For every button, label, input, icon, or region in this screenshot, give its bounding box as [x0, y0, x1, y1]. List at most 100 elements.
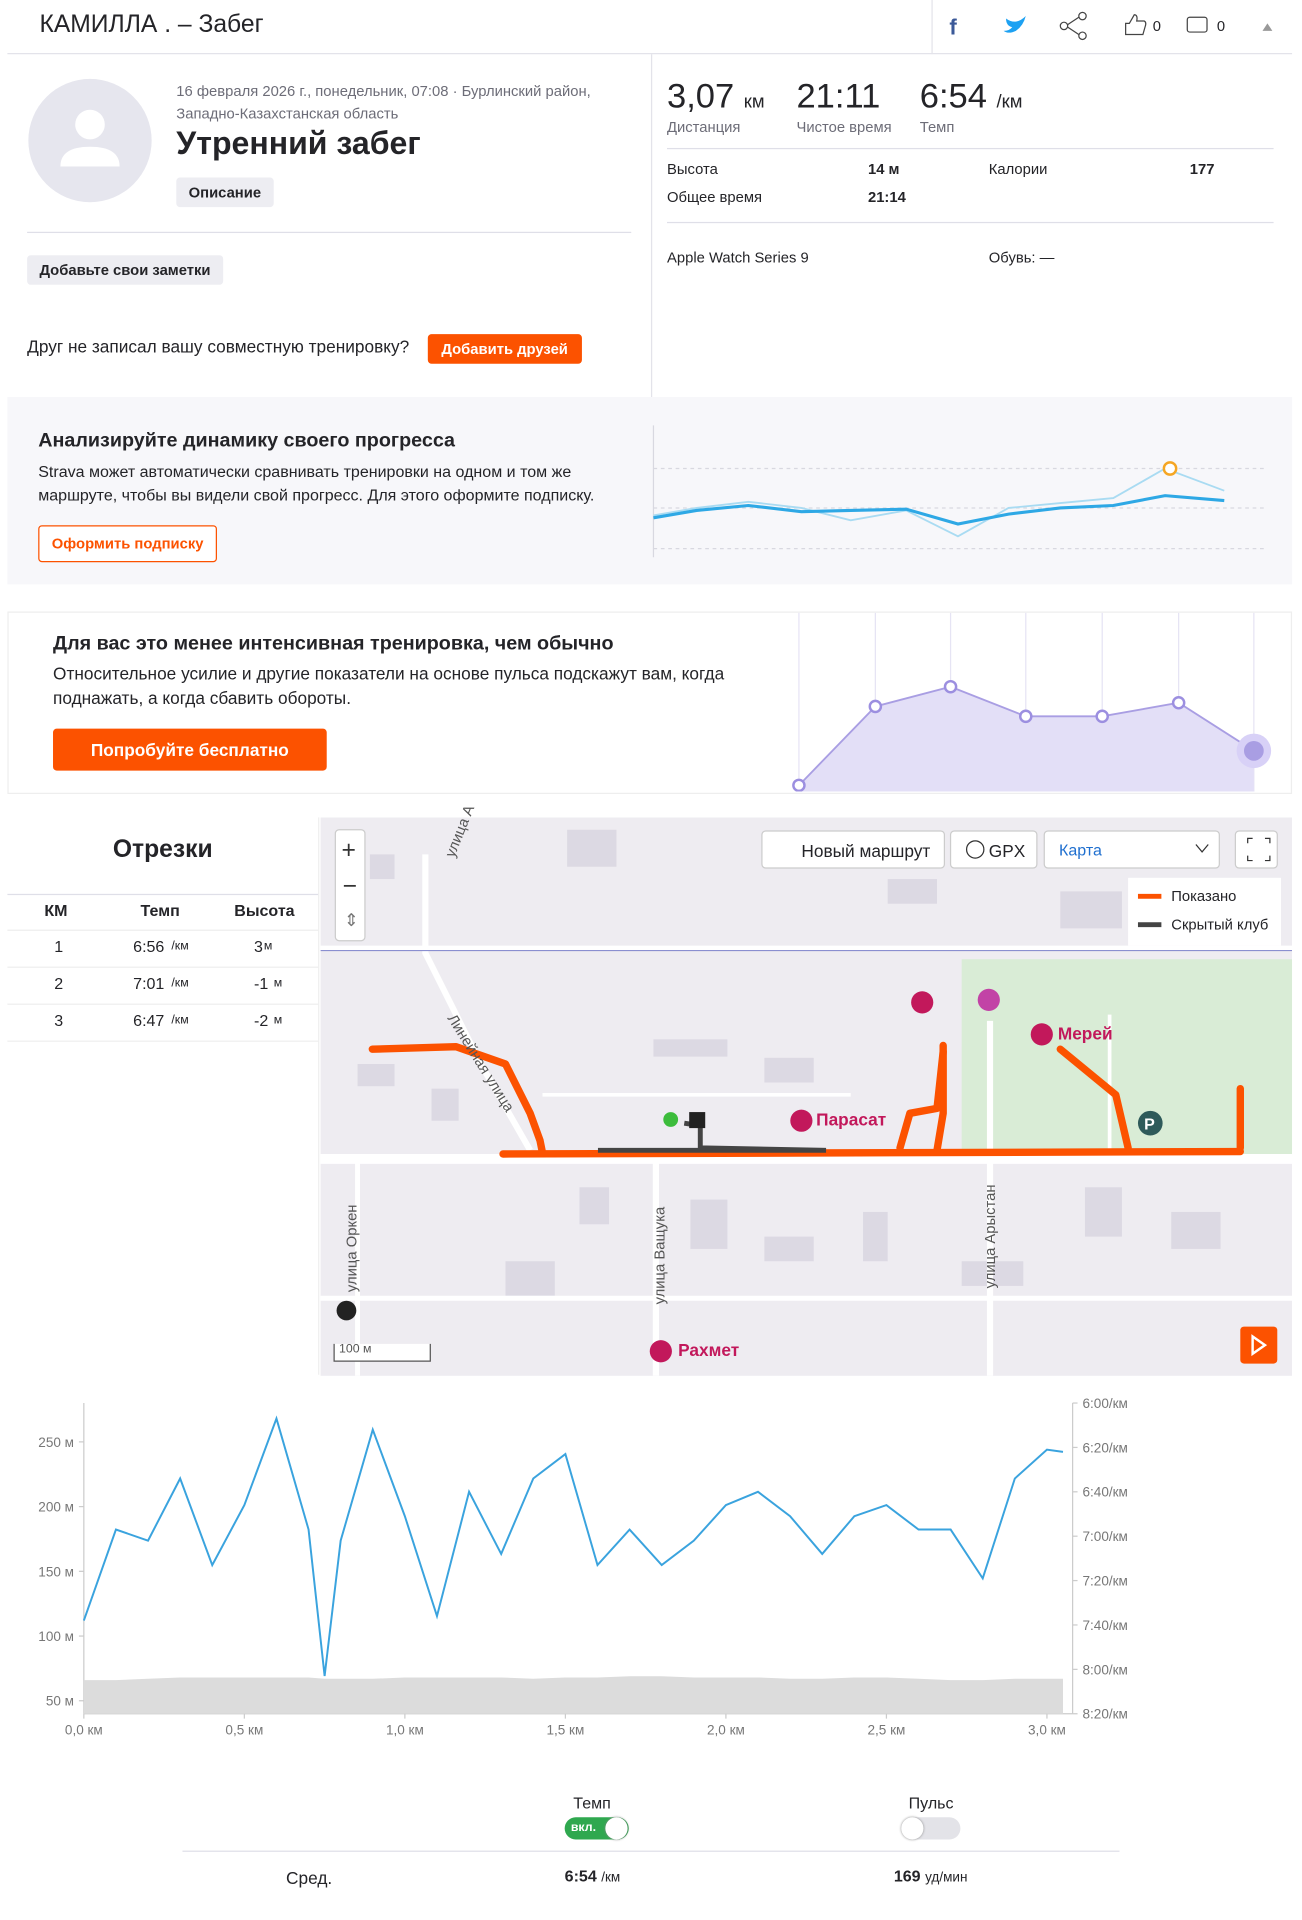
detail-label: Калории [988, 160, 1048, 178]
divider [7, 966, 319, 968]
legend-entry: Показано [1171, 887, 1237, 905]
promo-title: Анализируйте динамику своего прогресса [38, 430, 456, 452]
detail-value: 14 м [867, 160, 900, 178]
subscribe-button[interactable]: Оформить подписку [38, 525, 218, 563]
promo-effort [7, 611, 1293, 794]
y-tick-label: 250 м [38, 1435, 74, 1450]
map-type-select[interactable] [1043, 830, 1220, 869]
share-icon[interactable] [1059, 11, 1087, 41]
pace-value: 6:54 /км [920, 76, 1023, 115]
y2-tick-label: 6:40/км [1082, 1485, 1127, 1500]
twitter-icon[interactable] [1003, 16, 1026, 33]
new-route-button[interactable] [761, 830, 946, 869]
activity-name: Утренний забег [176, 124, 421, 162]
value: 6:54 [919, 76, 987, 115]
effort-illustration [792, 612, 1272, 792]
stat-label: Темп [919, 118, 955, 136]
street-label: улица Оркен [342, 1204, 361, 1293]
comment-count: 0 [1216, 17, 1226, 35]
street-label: улица Ващука [650, 1206, 669, 1305]
select-label: Карта [1059, 840, 1102, 860]
y-tick-label: 100 м [38, 1629, 74, 1644]
x-tick-label: 2,0 км [707, 1723, 745, 1738]
promo-progress [7, 396, 1293, 585]
svg-text:+: + [342, 837, 356, 864]
pace-chart: 50 м 100 м 150 м 200 м 250 м 6:00/км 6:20/км 6:… [38, 1396, 1128, 1738]
toggle-label: Пульс [908, 1793, 954, 1813]
distance-value: 3,07 км [667, 76, 765, 115]
flyby-button[interactable] [1240, 1326, 1278, 1364]
svg-text:−: − [343, 873, 357, 900]
progress-illustration [652, 425, 1264, 558]
promo-text: Относительное усилие и другие показатели… [53, 663, 725, 708]
unit: км [743, 91, 765, 113]
finish-marker [689, 1112, 706, 1129]
split-elev: -1 [253, 973, 269, 993]
like-icon[interactable] [1125, 14, 1147, 36]
fullscreen-button[interactable] [1234, 830, 1278, 869]
promo-title: Для вас это менее интенсивная тренировка… [53, 633, 614, 655]
split-km: 3 [54, 1010, 64, 1030]
promo-text: Strava может автоматически сравнивать тр… [38, 462, 595, 505]
split-elev-unit: м [273, 1013, 283, 1028]
y2-tick-label: 7:40/км [1082, 1618, 1127, 1633]
value: 3,07 [666, 76, 735, 115]
divider [7, 929, 319, 931]
y2-tick-label: 7:20/км [1082, 1574, 1127, 1589]
y2-tick-label: 6:20/км [1082, 1440, 1127, 1455]
y-tick-label: 200 м [38, 1500, 74, 1515]
x-tick-label: 0,5 км [225, 1723, 263, 1738]
friends-prompt: Друг не записал вашу совместную трениров… [27, 336, 410, 357]
gpx-button[interactable] [949, 830, 1038, 869]
y2-tick-label: 8:00/км [1082, 1662, 1127, 1677]
button-label: GPX [988, 840, 1026, 861]
unit: /км [996, 91, 1023, 113]
toggle-knob [901, 1817, 924, 1840]
split-pace: 7:01 [133, 973, 165, 993]
split-pace-unit: /км [171, 976, 189, 991]
value: 6:54 [564, 1866, 597, 1886]
split-pace-unit: /км [171, 939, 189, 954]
y2-tick-label: 7:00/км [1082, 1529, 1127, 1544]
place-label: Рахмет [678, 1340, 740, 1360]
stat-label: Дистанция [666, 118, 741, 136]
x-tick-label: 1,5 км [546, 1723, 584, 1738]
route-shown [368, 1041, 1244, 1158]
divider [650, 54, 653, 397]
y-tick-label: 150 м [38, 1564, 74, 1579]
toggle-knob [605, 1817, 628, 1840]
description-button[interactable]: Описание [176, 177, 274, 208]
map-legend [1128, 877, 1281, 946]
kudos-count: 0 [1152, 17, 1162, 35]
map[interactable]: P + − ⇕ [320, 817, 1293, 1376]
split-pace: 6:56 [133, 937, 165, 956]
add-friends-button[interactable]: Добавить друзей [427, 334, 582, 364]
split-km: 2 [54, 973, 64, 993]
try-free-button[interactable]: Попробуйте бесплатно [53, 728, 327, 771]
split-elev-unit: м [263, 939, 273, 954]
toggle-state: вкл. [570, 1820, 596, 1835]
split-km: 1 [54, 937, 64, 956]
y2-tick-label: 8:20/км [1082, 1707, 1127, 1722]
detail-value: 177 [1189, 160, 1215, 178]
elevation-area [83, 1676, 1063, 1714]
column-header: Темп [140, 901, 180, 920]
split-pace-unit: /км [171, 1013, 189, 1028]
notes-button[interactable]: Добавьте свои заметки [27, 255, 223, 285]
facebook-icon[interactable]: f [949, 15, 957, 40]
detail-label: Общее время [666, 188, 763, 206]
legend-entry: Скрытый клуб [1171, 916, 1269, 934]
collapse-icon[interactable] [1262, 23, 1273, 31]
comment-icon[interactable] [1186, 16, 1208, 33]
place-label: Парасат [816, 1109, 887, 1130]
y-tick-label: 50 м [46, 1694, 74, 1709]
splits-panel [7, 817, 320, 1375]
pace-line [82, 1415, 1064, 1677]
split-pace: 6:47 [133, 1010, 165, 1030]
svg-text:P: P [1144, 1115, 1155, 1133]
start-marker [663, 1112, 679, 1127]
avg-pace: 6:54 /км [565, 1867, 621, 1885]
summary-label: Сред. [286, 1867, 333, 1888]
